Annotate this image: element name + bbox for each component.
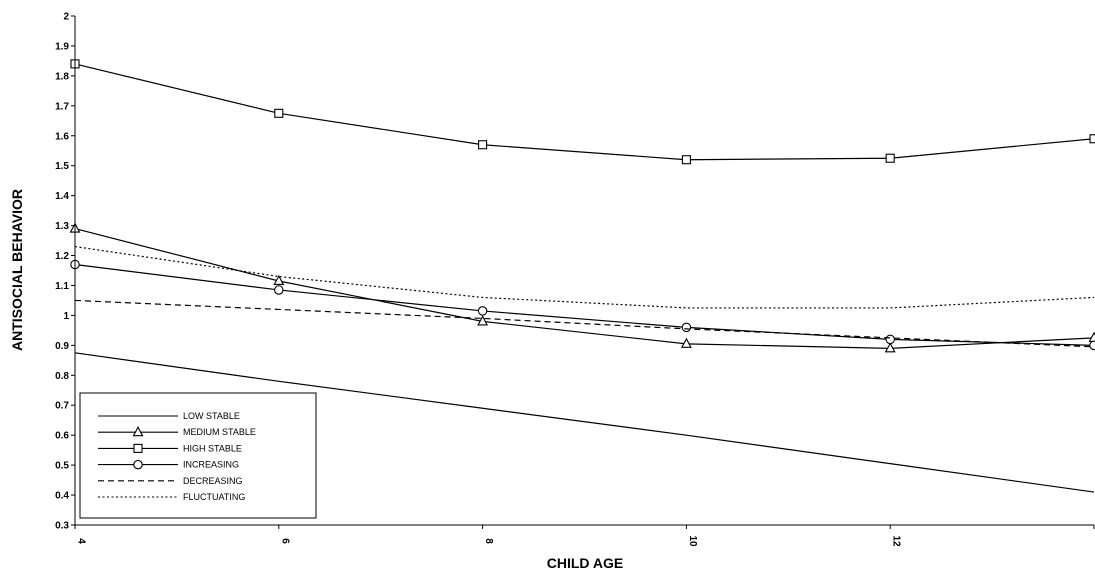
x-tick-label: 12 xyxy=(891,535,902,547)
legend-entry: FLUCTUATING xyxy=(98,492,245,502)
legend-entry: INCREASING xyxy=(98,460,239,470)
series-low-stable xyxy=(74,352,1095,493)
y-tick-label: 1.9 xyxy=(55,41,69,52)
data-point xyxy=(885,153,895,163)
data-point xyxy=(478,140,488,150)
y-tick-label: 1 xyxy=(63,311,69,322)
legend-label: INCREASING xyxy=(183,460,239,470)
data-point xyxy=(477,306,488,316)
y-tick-label: 1.7 xyxy=(55,101,69,112)
y-tick-label: 1.1 xyxy=(55,281,69,292)
legend-entry: LOW STABLE xyxy=(98,411,240,421)
data-point xyxy=(1088,331,1095,342)
series-line xyxy=(74,245,1095,309)
x-tick-label: 10 xyxy=(687,535,698,547)
data-point xyxy=(273,274,285,286)
series-decreasing xyxy=(74,299,1095,348)
y-tick-label: 1.6 xyxy=(55,131,69,142)
y-tick-label: 0.7 xyxy=(55,401,69,412)
x-axis-title: CHILD AGE xyxy=(547,555,623,571)
legend-entry: HIGH STABLE xyxy=(98,443,242,453)
series-line xyxy=(74,63,1095,161)
legend-label: FLUCTUATING xyxy=(183,492,245,502)
data-point xyxy=(274,285,284,295)
data-point xyxy=(885,334,895,345)
data-point xyxy=(274,108,284,118)
legend-marker xyxy=(132,426,144,437)
legend-entry: DECREASING xyxy=(98,476,243,486)
data-point xyxy=(1089,134,1095,144)
y-tick-label: 0.6 xyxy=(55,431,69,442)
x-tick-label: 6 xyxy=(279,538,290,544)
series-layer xyxy=(69,59,1095,493)
data-point xyxy=(884,342,896,353)
y-tick-label: 1.5 xyxy=(55,161,69,172)
series-high-stable xyxy=(70,59,1095,165)
legend-label: DECREASING xyxy=(183,476,243,486)
y-tick-label: 1.8 xyxy=(55,71,69,82)
y-tick-label: 0.8 xyxy=(55,371,69,382)
data-point xyxy=(681,322,692,333)
series-line xyxy=(74,352,1095,493)
legend-label: HIGH STABLE xyxy=(183,443,242,453)
x-tick-label: 8 xyxy=(483,538,494,544)
legend-entry: MEDIUM STABLE xyxy=(98,426,256,437)
y-tick-label: 0.9 xyxy=(55,341,69,352)
y-tick-label: 2 xyxy=(63,12,69,23)
legend-label: MEDIUM STABLE xyxy=(183,427,256,437)
axes xyxy=(74,16,1094,526)
series-line xyxy=(74,228,1095,349)
y-tick-label: 1.3 xyxy=(55,221,69,232)
y-tick-label: 1.2 xyxy=(55,251,69,262)
legend-box xyxy=(79,392,317,519)
data-point xyxy=(477,315,489,326)
series-fluctuating xyxy=(74,245,1095,309)
series-medium-stable xyxy=(69,222,1095,353)
data-point xyxy=(681,155,691,165)
y-tick-label: 0.4 xyxy=(55,491,69,502)
data-point xyxy=(680,337,692,348)
series-line xyxy=(74,263,1095,346)
legend-marker xyxy=(133,459,143,470)
x-axis-ticks: 468101214 xyxy=(74,525,1095,547)
legend-label: LOW STABLE xyxy=(183,411,240,421)
series-line xyxy=(74,299,1095,348)
y-tick-label: 0.3 xyxy=(55,521,69,532)
y-tick-label: 0.5 xyxy=(55,461,69,472)
x-tick-label: 4 xyxy=(76,538,87,544)
data-point xyxy=(1089,340,1095,351)
legend: LOW STABLE MEDIUM STABLE HIGH STABLE INCREA… xyxy=(79,392,317,519)
y-axis-ticks: 0.3 0.4 0.5 0.6 0.7 0.8 0.9 1 1.1 1.2 1.3 1.4 1.5 1.6… xyxy=(55,12,75,532)
y-axis-title: ANTISOCIAL BEHAVIOR xyxy=(9,189,25,351)
legend-marker xyxy=(133,443,143,453)
y-tick-label: 1.4 xyxy=(55,191,69,202)
